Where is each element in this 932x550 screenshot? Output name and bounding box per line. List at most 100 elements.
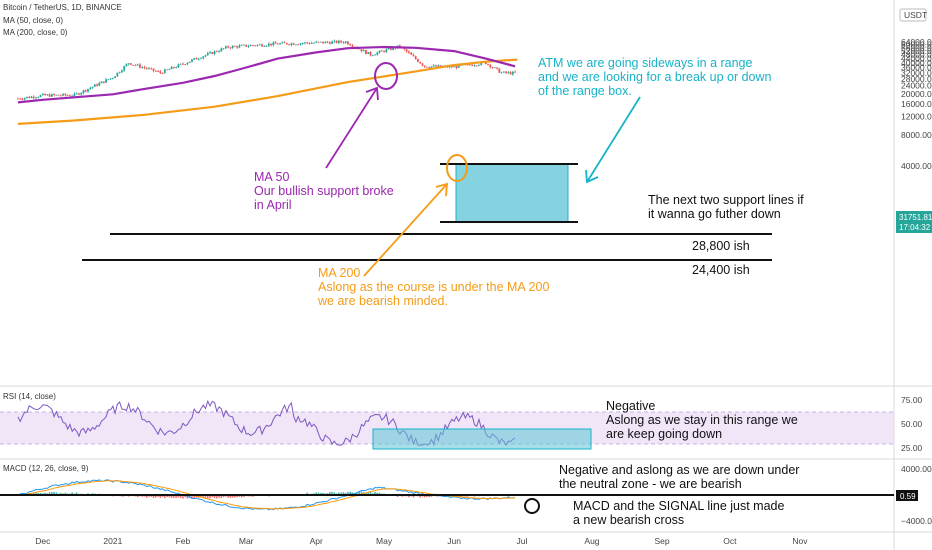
candle-body <box>172 66 175 68</box>
macd-histogram-bar <box>64 492 67 496</box>
candle-body <box>80 92 83 95</box>
candle-body <box>324 41 327 44</box>
candle-body <box>507 72 510 73</box>
candle-body <box>152 68 155 71</box>
candle-body <box>317 41 320 43</box>
macd-histogram-bar <box>229 495 232 498</box>
support-note-line2: it wanna go futher down <box>648 207 781 221</box>
candle-body <box>238 45 241 48</box>
ma50-break-circle <box>374 62 398 90</box>
candle-body <box>44 93 46 96</box>
rsi-note-line2: Aslong as we stay in this range we <box>606 413 798 427</box>
candle-body <box>267 43 270 46</box>
candle-body <box>383 50 385 52</box>
price-tick-label: 24000.00 <box>901 81 932 91</box>
candle-body <box>227 46 230 48</box>
candle-body <box>340 40 343 43</box>
price-label-value: 31751.81 <box>899 213 932 222</box>
candle-body <box>369 51 372 56</box>
candle-body <box>498 68 501 73</box>
candle-body <box>450 66 453 68</box>
candle-body <box>84 90 87 92</box>
currency-badge[interactable] <box>899 8 927 22</box>
candle-body <box>39 95 42 97</box>
macd-histogram-bar <box>231 495 234 498</box>
candle-body <box>471 64 474 66</box>
candle-body <box>202 56 205 59</box>
candle-body <box>272 42 275 46</box>
candle-body <box>378 50 381 53</box>
macd-histogram-bar <box>460 495 462 498</box>
candle-body <box>26 96 28 98</box>
macd-histogram-bar <box>202 495 205 498</box>
candle-body <box>342 42 345 44</box>
macd-histogram-bar <box>360 491 363 496</box>
candle-body <box>405 49 408 52</box>
macd-histogram-bar <box>356 492 358 496</box>
macd-histogram-bar <box>376 492 379 496</box>
macd-histogram-bar <box>71 492 73 496</box>
macd-value-label: 0.59 <box>900 492 916 501</box>
candle-body <box>28 96 31 98</box>
time-tick-label: Aug <box>584 536 599 546</box>
candle-body <box>306 42 309 44</box>
candle-body <box>62 93 65 96</box>
candle-body <box>374 54 376 56</box>
macd-histogram-bar <box>220 495 223 499</box>
candle-body <box>347 41 349 45</box>
candle-body <box>414 56 417 60</box>
macd-value-box <box>896 490 918 501</box>
candles-layer <box>17 39 517 101</box>
candle-body <box>469 64 471 65</box>
candle-body <box>148 68 150 70</box>
macd-histogram-bar <box>179 495 182 499</box>
macd-tick-label: 4000.00 <box>901 464 932 474</box>
candle-body <box>170 66 173 70</box>
macd-histogram-bar <box>218 495 220 498</box>
candle-body <box>261 44 263 47</box>
price-tick-label: 36000.00 <box>901 63 932 73</box>
macd-histogram-bar <box>209 495 211 499</box>
rsi-axis: 25.00 50.00 75.00 <box>901 395 923 453</box>
candle-body <box>380 50 383 52</box>
macd-histogram-bar <box>35 492 37 496</box>
macd-histogram-bar <box>347 491 349 496</box>
candle-body <box>398 45 401 47</box>
candle-body <box>376 52 379 55</box>
candle-body <box>491 67 494 69</box>
macd-histogram-bar <box>234 495 236 498</box>
lines-layer <box>17 45 518 125</box>
macd-histogram-bar <box>53 491 55 496</box>
macd-histogram-bar <box>48 492 51 496</box>
macd-histogram-bar <box>136 495 139 498</box>
macd-histogram-bar <box>240 495 243 498</box>
candle-body <box>37 96 40 98</box>
candle-body <box>35 97 37 99</box>
price-label-box <box>896 211 932 233</box>
candle-body <box>197 58 200 60</box>
price-tick-label: 4000.00 <box>901 161 932 171</box>
candle-body <box>331 41 333 44</box>
candle-body <box>247 46 250 47</box>
candle-body <box>428 67 431 69</box>
macd-histogram-bar <box>238 495 241 498</box>
macd-histogram-bar <box>342 492 345 496</box>
candle-body <box>87 89 89 92</box>
macd-legend: MACD (12, 26, close, 9) <box>3 464 89 473</box>
candle-body <box>249 45 252 47</box>
macd-histogram-bar <box>155 495 157 498</box>
candle-body <box>218 51 220 53</box>
candle-body <box>193 58 196 60</box>
candle-body <box>121 70 123 73</box>
ma50-arrow <box>325 86 379 169</box>
candle-body <box>182 63 184 65</box>
candle-body <box>265 45 268 47</box>
candle-body <box>231 45 234 49</box>
candle-body <box>224 46 227 49</box>
macd-histogram-bar <box>340 492 342 496</box>
candle-body <box>489 64 492 68</box>
macd-histogram-bar <box>227 495 229 498</box>
candle-body <box>419 61 422 64</box>
candle-body <box>417 59 419 62</box>
